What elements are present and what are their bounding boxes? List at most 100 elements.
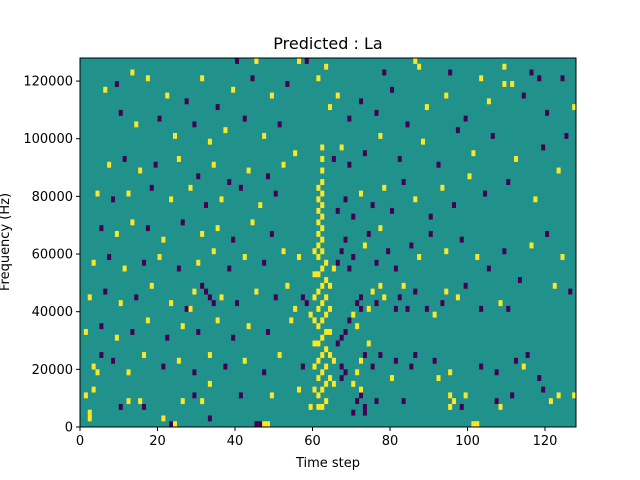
heatmap-cell <box>142 259 147 266</box>
heatmap-cell <box>269 92 274 99</box>
heatmap-cell <box>359 357 364 364</box>
x-tick-label: 80 <box>382 434 399 449</box>
heatmap-cell <box>328 328 333 335</box>
heatmap-cell <box>297 386 302 393</box>
heatmap-cell <box>320 282 325 289</box>
heatmap-cell <box>424 104 429 111</box>
heatmap-cell <box>424 305 429 312</box>
heatmap-cell <box>409 363 414 370</box>
heatmap-cell <box>242 357 247 364</box>
heatmap-cell <box>312 340 317 347</box>
heatmap-cell <box>479 75 484 82</box>
heatmap-cell <box>304 300 309 307</box>
heatmap-cell <box>335 340 340 347</box>
heatmap-cell <box>250 219 255 226</box>
heatmap-cell <box>328 352 333 358</box>
heatmap-cell <box>207 138 212 145</box>
heatmap-cell <box>200 75 205 82</box>
heatmap-cell <box>134 294 139 301</box>
heatmap-cell <box>254 288 259 295</box>
x-tick-label: 0 <box>76 434 84 449</box>
heatmap-cell <box>118 109 123 116</box>
heatmap-cell <box>494 369 499 376</box>
heatmap-cell <box>130 328 135 335</box>
heatmap-cell <box>521 92 526 99</box>
x-tick-label: 20 <box>149 434 166 449</box>
heatmap-cell <box>320 386 325 393</box>
heatmap-cell <box>138 398 143 405</box>
heatmap-cell <box>262 421 267 428</box>
heatmap-cell <box>95 369 100 376</box>
heatmap-cell <box>238 392 243 399</box>
heatmap-cell <box>339 363 344 370</box>
heatmap-cell <box>452 398 457 405</box>
heatmap-cell <box>440 300 445 307</box>
heatmap-cell <box>281 248 286 255</box>
heatmap-cell <box>231 334 236 341</box>
heatmap-cell <box>192 121 197 128</box>
heatmap-cell <box>324 311 329 318</box>
heatmap-cell <box>207 415 212 422</box>
heatmap-cell <box>378 282 383 289</box>
heatmap-cell <box>91 363 96 370</box>
heatmap-cell <box>502 81 507 87</box>
heatmap-cell <box>479 363 484 370</box>
heatmap-cell <box>370 202 375 209</box>
heatmap-cell <box>180 219 185 226</box>
heatmap-cell <box>258 421 263 428</box>
heatmap-cell <box>417 254 422 260</box>
heatmap-cell <box>188 184 193 191</box>
heatmap-cell <box>355 398 360 405</box>
heatmap-cell <box>432 311 437 318</box>
heatmap-cell <box>316 271 321 278</box>
heatmap-cell <box>262 369 267 376</box>
heatmap-cell <box>262 259 267 266</box>
heatmap-cell <box>444 92 449 99</box>
heatmap-cell <box>157 254 162 260</box>
heatmap-cell <box>184 98 189 105</box>
heatmap-cell <box>142 352 147 358</box>
heatmap-cell <box>413 352 418 358</box>
heatmap-cell <box>510 392 515 399</box>
heatmap-cell <box>180 398 185 405</box>
heatmap-cell <box>165 334 170 341</box>
heatmap-cell <box>436 375 441 382</box>
heatmap-cell <box>173 421 178 428</box>
heatmap-cell <box>165 92 170 99</box>
heatmap-cell <box>541 144 546 151</box>
heatmap-cell <box>421 138 426 145</box>
heatmap-cell <box>413 196 418 203</box>
heatmap-cell <box>196 259 201 266</box>
heatmap-cell <box>448 392 453 399</box>
heatmap-cell <box>316 219 321 226</box>
heatmap-cell <box>130 69 135 76</box>
heatmap-cell <box>393 265 398 272</box>
heatmap-cell <box>506 305 511 312</box>
heatmap-cell <box>87 409 92 416</box>
heatmap-cell <box>316 184 321 191</box>
heatmap-cell <box>320 167 325 174</box>
heatmap-cell <box>138 167 143 174</box>
heatmap-cell <box>324 63 329 70</box>
heatmap-cell <box>312 317 317 324</box>
heatmap-cell <box>324 363 329 370</box>
heatmap-cell <box>266 173 271 180</box>
heatmap-cell <box>320 202 325 209</box>
heatmap-cell <box>370 288 375 295</box>
heatmap-cell <box>107 254 112 260</box>
heatmap-cell <box>293 305 298 312</box>
heatmap-cell <box>525 352 530 358</box>
heatmap-cell <box>335 92 340 99</box>
heatmap-cell <box>386 248 391 255</box>
heatmap-cell <box>169 300 174 307</box>
heatmap-cell <box>506 179 511 185</box>
heatmap-cell <box>502 248 507 255</box>
heatmap-cell <box>320 352 325 358</box>
heatmap-cell <box>401 398 406 405</box>
heatmap-cell <box>378 132 383 139</box>
heatmap-cell <box>207 352 212 358</box>
heatmap-cell <box>316 242 321 249</box>
x-tick-label: 60 <box>304 434 321 449</box>
heatmap-cell <box>308 311 313 318</box>
heatmap-cell <box>188 305 193 312</box>
